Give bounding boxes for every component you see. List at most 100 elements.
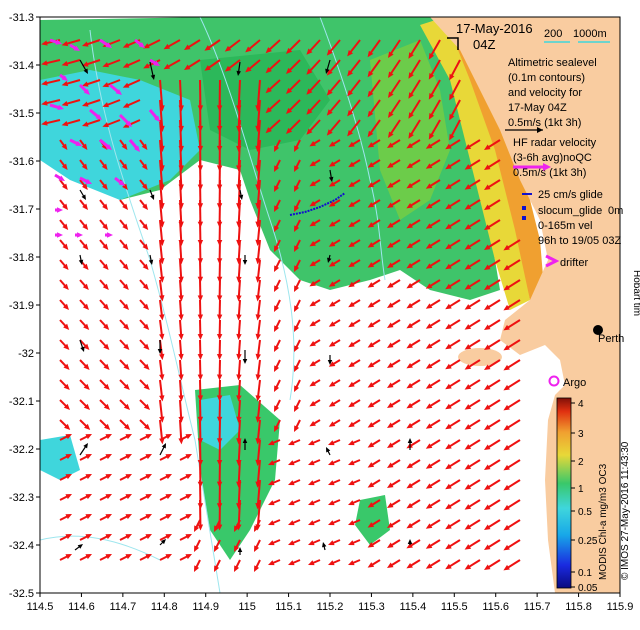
hf-arrow [79,359,90,370]
hf-arrow [387,179,401,188]
bathymetry-contours [40,17,386,593]
hf-arrow [328,339,341,347]
hf-arrow [61,59,81,67]
hf-arrow [99,339,110,350]
map-title-time: 04Z [473,37,495,52]
hf-arrow [59,474,72,481]
hf-arrow [503,459,521,471]
hf-arrow [464,199,481,210]
hf-arrow [59,179,68,190]
hf-arrow [79,474,92,481]
hf-arrow [425,459,441,469]
hf-arrow [102,99,121,108]
hf-arrow [197,339,204,361]
hf-arrow [328,319,341,327]
y-tick-label: -32.5 [9,588,34,600]
hf-arrow [367,539,381,548]
y-tick-label: -32 [18,348,34,360]
scale-label-1000m: 1000m [573,28,607,40]
hf-arrow [99,554,112,561]
hf-arrow [99,474,112,481]
colorbar-tick-label: 0.1 [578,568,592,579]
altimetry-legend-line-4: 17-May 04Z [508,102,567,114]
altimetry-arrow [79,59,88,74]
altimetry-velocity-arrows [74,59,413,555]
hf-arrow [197,399,204,423]
hf-arrow [309,279,321,287]
hf-arrow [288,559,301,566]
hf-arrow [294,379,301,392]
y-tick-label: -31.5 [9,108,34,120]
altimetry-arrow [328,169,334,182]
drifter-arrow [148,109,160,122]
hf-arrow [59,239,69,250]
altimetry-arrow [242,255,248,265]
hf-arrow [274,219,281,232]
hf-arrow [59,259,69,270]
hf-arrow [122,79,141,88]
hf-arrow [255,379,261,402]
hf-arrow [367,519,381,528]
hf-arrow [178,359,184,381]
hf-arrow [82,119,101,127]
hf-arrow [286,99,301,114]
hf-arrow [255,399,261,423]
hf-arrow [306,119,321,135]
hf-arrow [445,419,461,430]
drifter-legend-label: drifter [560,257,588,269]
hf-arrow [265,39,281,54]
hf-arrow [367,379,381,388]
hf-arrow [328,299,341,307]
hf-arrow [445,339,461,350]
hobart-time-label: Hobart tim [631,270,640,316]
hf-arrow [119,494,132,501]
hf-arrow [425,359,441,369]
hf-arrow [387,319,401,328]
hf-arrow [99,219,109,230]
y-tick-label: -31.4 [9,60,34,72]
hf-arrow [139,434,152,441]
hf-arrow [408,119,421,139]
hf-arrow [59,359,70,370]
hf-arrow [294,239,301,252]
hf-arrow [41,99,61,106]
hf-arrow [286,59,301,74]
hf-arrow [348,519,361,526]
hf-arrow [347,79,361,97]
hf-arrow [294,159,301,172]
hf-arrow [387,339,401,348]
hf-arrow [387,199,401,208]
hf-arrow [255,259,261,283]
hf-arrow [367,499,381,508]
hf-arrow [79,159,88,170]
hf-arrow [328,179,341,187]
hf-arrow [59,219,69,230]
hf-arrow [119,139,128,150]
x-tick-label: 115 [238,601,256,613]
hf-arrow [425,139,441,149]
hf-arrow [274,259,281,272]
hf-arrow [139,454,152,461]
hf-arrow [79,454,92,461]
drifter-arrow [109,83,122,95]
hf-arrow [159,279,165,302]
hf-arrow [214,519,221,532]
hf-arrow [184,59,201,70]
hf-arrow [425,259,441,269]
hf-arrow [408,79,421,99]
hf-arrow [388,59,401,78]
hf-arrow [328,439,341,446]
hf-arrow [197,359,204,381]
hf-arrow [445,479,461,490]
hf-arrow [503,299,521,311]
hf-arrow [99,279,109,290]
y-tick-label: -32.2 [9,444,34,456]
hf-arrow [159,474,172,481]
hf-arrow [41,79,61,86]
colorbar-label: MODIS Chl-a mg/m3 OC3 [598,463,609,580]
drifter-arrow [89,108,102,120]
hf-arrow [179,534,192,541]
hf-arrow [159,379,165,402]
hf-arrow [159,239,165,265]
glider-legend-line-1: 25 cm/s glide [538,189,603,201]
